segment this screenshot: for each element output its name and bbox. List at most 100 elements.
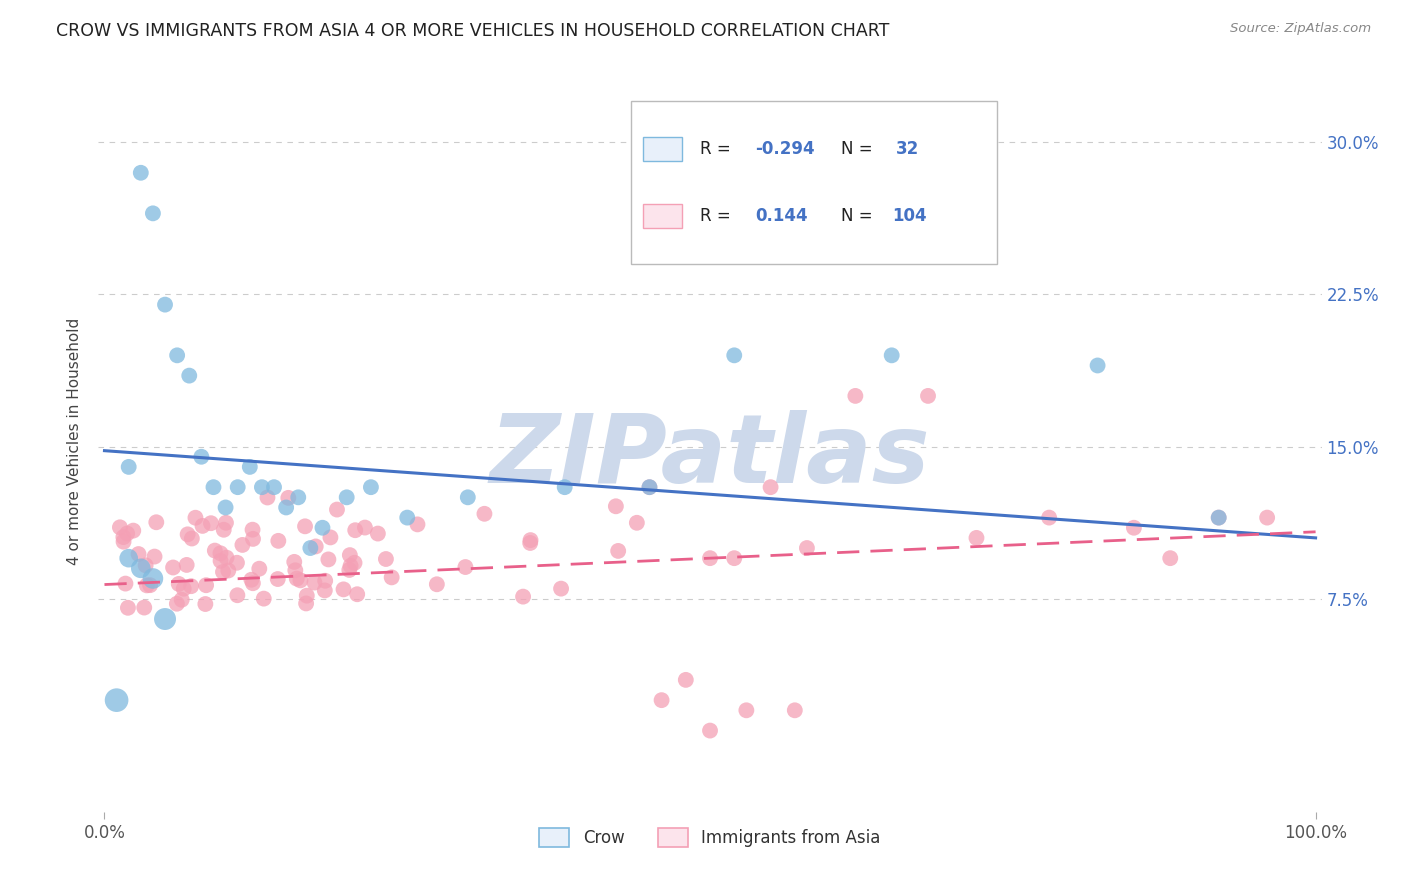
Point xyxy=(319,530,342,544)
Point xyxy=(374,552,396,566)
Point xyxy=(1122,521,1144,535)
Point xyxy=(179,368,201,383)
Point xyxy=(295,596,318,610)
Point xyxy=(276,500,298,515)
Point xyxy=(314,574,336,588)
Point xyxy=(638,480,661,494)
Point xyxy=(295,589,318,603)
Point xyxy=(299,541,322,555)
Point xyxy=(112,534,135,549)
Point xyxy=(239,459,262,474)
Point xyxy=(336,491,359,505)
Point xyxy=(250,480,273,494)
Point xyxy=(651,693,673,707)
Point xyxy=(284,563,307,577)
Point xyxy=(135,558,157,573)
Legend: Crow, Immigrants from Asia: Crow, Immigrants from Asia xyxy=(531,819,889,855)
Point xyxy=(122,524,145,538)
Point xyxy=(346,587,368,601)
Point xyxy=(226,480,249,494)
Text: R =: R = xyxy=(700,207,737,225)
Point xyxy=(166,597,188,611)
Point xyxy=(344,523,367,537)
Point xyxy=(783,703,806,717)
Point xyxy=(759,480,782,494)
Point xyxy=(917,389,939,403)
Point xyxy=(129,166,152,180)
Point xyxy=(215,550,238,565)
Point xyxy=(454,560,477,574)
Point xyxy=(139,578,162,592)
Point xyxy=(605,500,627,514)
Point xyxy=(519,536,541,550)
Point xyxy=(457,491,479,505)
Point xyxy=(474,507,496,521)
Point xyxy=(118,459,141,474)
Point xyxy=(184,510,207,524)
Point xyxy=(406,517,429,532)
Point xyxy=(305,540,328,554)
Point xyxy=(214,500,236,515)
Point xyxy=(173,582,195,596)
Point xyxy=(242,532,264,546)
Point xyxy=(142,571,165,585)
Point xyxy=(176,558,198,572)
Point xyxy=(129,561,152,575)
Point xyxy=(209,546,232,560)
Point xyxy=(128,547,150,561)
Point xyxy=(343,556,366,570)
Point xyxy=(153,612,176,626)
Point xyxy=(180,532,202,546)
Point xyxy=(1208,510,1230,524)
Point xyxy=(1159,551,1181,566)
Point xyxy=(1087,359,1109,373)
Text: N =: N = xyxy=(841,207,873,225)
Point xyxy=(337,563,360,577)
Point xyxy=(176,527,198,541)
Point xyxy=(326,502,349,516)
Point xyxy=(267,572,290,586)
Point xyxy=(283,555,305,569)
Text: 0.144: 0.144 xyxy=(755,207,808,225)
Point xyxy=(200,516,222,531)
Point xyxy=(277,491,299,505)
Point xyxy=(304,575,326,590)
Point xyxy=(135,578,157,592)
Point xyxy=(314,583,336,598)
Point xyxy=(240,573,263,587)
Point xyxy=(242,576,264,591)
Text: CROW VS IMMIGRANTS FROM ASIA 4 OR MORE VEHICLES IN HOUSEHOLD CORRELATION CHART: CROW VS IMMIGRANTS FROM ASIA 4 OR MORE V… xyxy=(56,22,890,40)
Point xyxy=(367,526,389,541)
Point xyxy=(242,523,264,537)
Point xyxy=(166,348,188,362)
Point xyxy=(360,480,382,494)
Point xyxy=(675,673,697,687)
Point xyxy=(381,570,404,584)
Point xyxy=(1256,510,1278,524)
Point xyxy=(287,491,309,505)
Point xyxy=(191,519,214,533)
Point xyxy=(194,597,217,611)
Point xyxy=(195,578,218,592)
Point xyxy=(290,574,312,588)
Point xyxy=(1208,510,1230,524)
Point xyxy=(215,516,238,530)
Point xyxy=(253,591,276,606)
Text: Source: ZipAtlas.com: Source: ZipAtlas.com xyxy=(1230,22,1371,36)
FancyBboxPatch shape xyxy=(630,101,997,264)
Point xyxy=(699,723,721,738)
Point xyxy=(512,590,534,604)
Point xyxy=(226,556,249,570)
Point xyxy=(723,551,745,566)
Point xyxy=(318,552,340,566)
Point xyxy=(607,544,630,558)
Point xyxy=(114,576,136,591)
Point xyxy=(231,538,253,552)
Point xyxy=(134,600,156,615)
Point xyxy=(202,480,225,494)
Point xyxy=(263,480,285,494)
Point xyxy=(267,533,290,548)
Point xyxy=(204,543,226,558)
Point xyxy=(723,348,745,362)
Point xyxy=(212,523,235,537)
